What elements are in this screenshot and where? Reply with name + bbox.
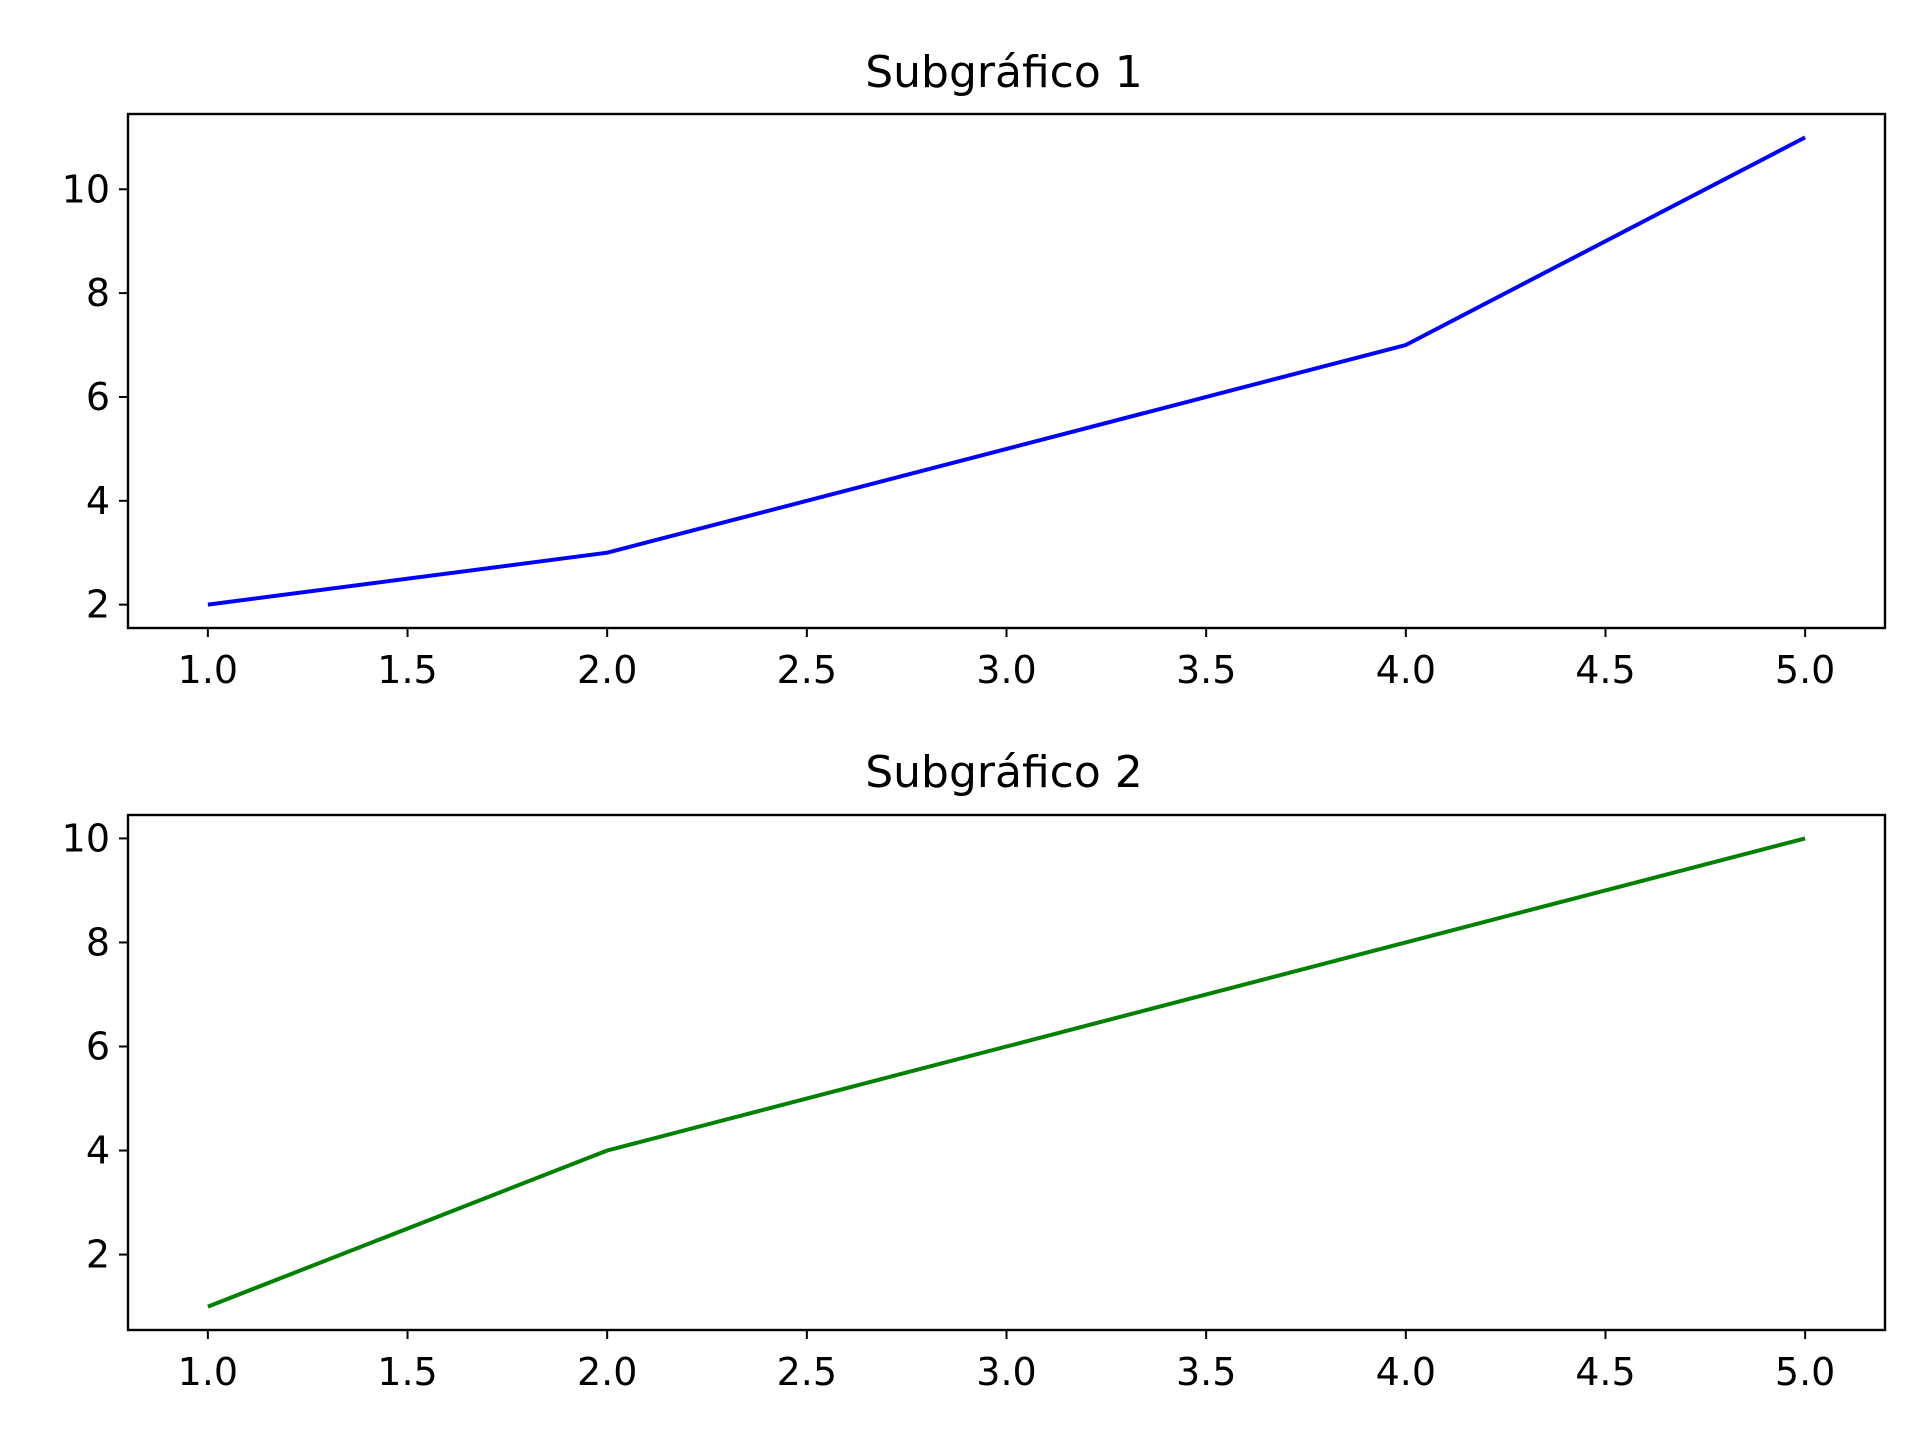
subplot-1-x-tick-label: 3.0 [976,648,1036,692]
subplot-2: Subgráfico 2 2 4 6 8 10 1.0 1.5 2.0 2.5 3.0 3.5 4.… [62,747,1887,1394]
subplot-1-y-tick-label: 8 [86,271,110,315]
subplot-1-y-ticks: 2 4 6 8 10 [62,167,128,627]
subplot-2-frame [126,813,1887,1332]
subplot-1-series-line [207,135,1807,607]
subplot-2-y-tick-label: 6 [86,1024,110,1068]
subplot-1-x-tick-label: 1.5 [377,648,437,692]
subplot-1: Subgráfico 1 2 4 6 8 10 1.0 1.5 2.0 2.5 3.0 3.5 4.… [62,47,1887,692]
subplot-1-x-tick-label: 3.5 [1176,648,1236,692]
subplot-1-x-ticks: 1.0 1.5 2.0 2.5 3.0 3.5 4.0 4.5 5.0 [178,628,1835,692]
subplot-1-title: Subgráfico 1 [865,47,1143,98]
subplot-2-x-tick-label: 2.0 [577,1350,637,1394]
subplot-2-series [207,836,1806,1309]
subplot-2-x-tick-label: 3.0 [976,1350,1036,1394]
subplot-2-x-tick-label: 1.0 [178,1350,238,1394]
subplot-1-x-tick-label: 5.0 [1775,648,1835,692]
subplot-2-x-ticks: 1.0 1.5 2.0 2.5 3.0 3.5 4.0 4.5 5.0 [178,1330,1835,1394]
subplot-2-x-tick-label: 4.0 [1376,1350,1436,1394]
subplot-2-series-line [207,836,1806,1309]
subplot-1-x-tick-label: 2.0 [577,648,637,692]
subplot-2-y-ticks: 2 4 6 8 10 [62,816,128,1277]
subplot-2-x-tick-label: 2.5 [777,1350,837,1394]
subplot-2-x-tick-label: 4.5 [1575,1350,1635,1394]
subplot-2-y-tick-label: 8 [86,920,110,964]
subplot-2-x-tick-label: 3.5 [1176,1350,1236,1394]
subplot-1-frame [126,112,1887,630]
subplot-2-title: Subgráfico 2 [865,747,1143,798]
subplot-1-y-tick-label: 2 [86,583,110,627]
subplot-1-x-tick-label: 4.0 [1376,648,1436,692]
subplot-2-y-tick-label: 2 [86,1233,110,1277]
subplot-1-y-tick-label: 4 [86,479,110,523]
subplot-2-y-tick-label: 4 [86,1129,110,1173]
subplot-1-series [207,135,1807,607]
subplot-1-x-tick-label: 4.5 [1575,648,1635,692]
subplot-2-x-tick-label: 1.5 [377,1350,437,1394]
subplot-1-y-tick-label: 6 [86,375,110,419]
subplot-2-y-tick-label: 10 [62,816,110,860]
subplot-1-y-tick-label: 10 [62,167,110,211]
subplot-1-x-tick-label: 1.0 [178,648,238,692]
subplot-1-x-tick-label: 2.5 [777,648,837,692]
subplot-2-x-tick-label: 5.0 [1775,1350,1835,1394]
